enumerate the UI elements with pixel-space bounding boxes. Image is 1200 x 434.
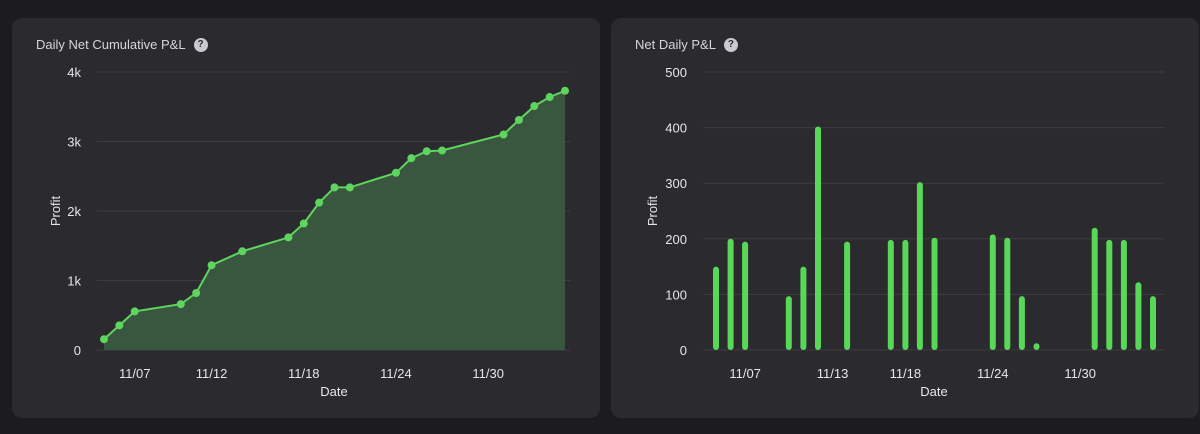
y-tick-label: 500 (665, 65, 687, 80)
bar (785, 296, 792, 350)
cumulative-area-chart: 0 1k 2k 3k 4k 11/07 11/12 11/18 11/24 11/30 Date Pr… (48, 65, 570, 399)
data-point (238, 247, 247, 256)
y-tick-label: 1k (67, 274, 81, 289)
data-point (407, 154, 416, 163)
data-point (345, 183, 354, 192)
data-point (130, 307, 139, 316)
bar (1135, 282, 1142, 350)
y-tick-label: 0 (680, 343, 687, 358)
x-tick-label: 11/18 (288, 366, 320, 381)
y-tick-label: 0 (74, 343, 81, 358)
data-point (207, 261, 216, 270)
data-point (192, 289, 201, 298)
bar (800, 266, 807, 350)
y-tick-label: 2k (67, 204, 81, 219)
bar (1106, 239, 1113, 350)
panel-title: Daily Net Cumulative P&L (36, 37, 186, 52)
x-tick-label: 11/30 (472, 366, 504, 381)
bar (1033, 343, 1040, 350)
y-tick-label: 4k (67, 65, 81, 80)
bar (902, 239, 909, 350)
bar (916, 182, 923, 350)
x-tick-label: 11/24 (977, 366, 1009, 381)
bar (1018, 296, 1025, 350)
x-axis-label: Date (920, 384, 947, 399)
help-icon[interactable]: ? (193, 37, 208, 52)
data-point (115, 321, 124, 330)
data-point (545, 93, 554, 102)
y-axis-label: Profit (645, 195, 660, 226)
x-tick-label: 11/07 (119, 366, 151, 381)
x-tick-label: 11/18 (890, 366, 922, 381)
data-point (330, 183, 339, 192)
bar (727, 238, 734, 350)
x-tick-label: 11/12 (196, 366, 228, 381)
panel-title: Net Daily P&L (635, 37, 716, 52)
bar (931, 237, 938, 350)
bar (742, 241, 749, 350)
data-point (176, 300, 185, 309)
x-axis-label: Date (320, 384, 347, 399)
y-tick-label: 400 (665, 121, 687, 136)
daily-bar-chart: 0 100 200 300 400 500 11/07 11/13 11/18 11/24 11/3… (645, 65, 1164, 399)
data-point (438, 146, 447, 155)
y-axis-label: Profit (48, 195, 63, 226)
data-point (499, 130, 508, 139)
data-point (514, 115, 523, 124)
cumulative-pnl-panel: Daily Net Cumulative P&L ? 0 1k 2k 3k 4k 11/0… (12, 18, 600, 418)
data-point (284, 233, 293, 242)
x-tick-label: 11/24 (380, 366, 412, 381)
daily-pnl-panel: Net Daily P&L ? 0 100 200 300 400 500 11/07 11/… (611, 18, 1199, 418)
data-point (530, 102, 539, 111)
x-tick-label: 11/30 (1064, 366, 1096, 381)
bar (1004, 237, 1011, 350)
data-point (299, 219, 308, 228)
data-point (315, 198, 324, 207)
bar (887, 239, 894, 350)
y-tick-label: 3k (67, 135, 81, 150)
help-icon[interactable]: ? (723, 37, 738, 52)
data-point (561, 86, 569, 95)
data-point (100, 335, 108, 344)
x-tick-label: 11/13 (817, 366, 849, 381)
bar (989, 234, 996, 350)
bar (1091, 227, 1098, 350)
bar (844, 241, 851, 350)
x-tick-label: 11/07 (729, 366, 761, 381)
y-tick-label: 300 (665, 176, 687, 191)
bar (713, 266, 719, 350)
data-point (391, 168, 400, 177)
bar (1150, 296, 1156, 350)
data-point (422, 147, 431, 156)
bar (815, 126, 821, 350)
y-tick-label: 100 (665, 287, 687, 302)
bar (1120, 239, 1127, 350)
area-fill (104, 90, 565, 351)
y-tick-label: 200 (665, 232, 687, 247)
